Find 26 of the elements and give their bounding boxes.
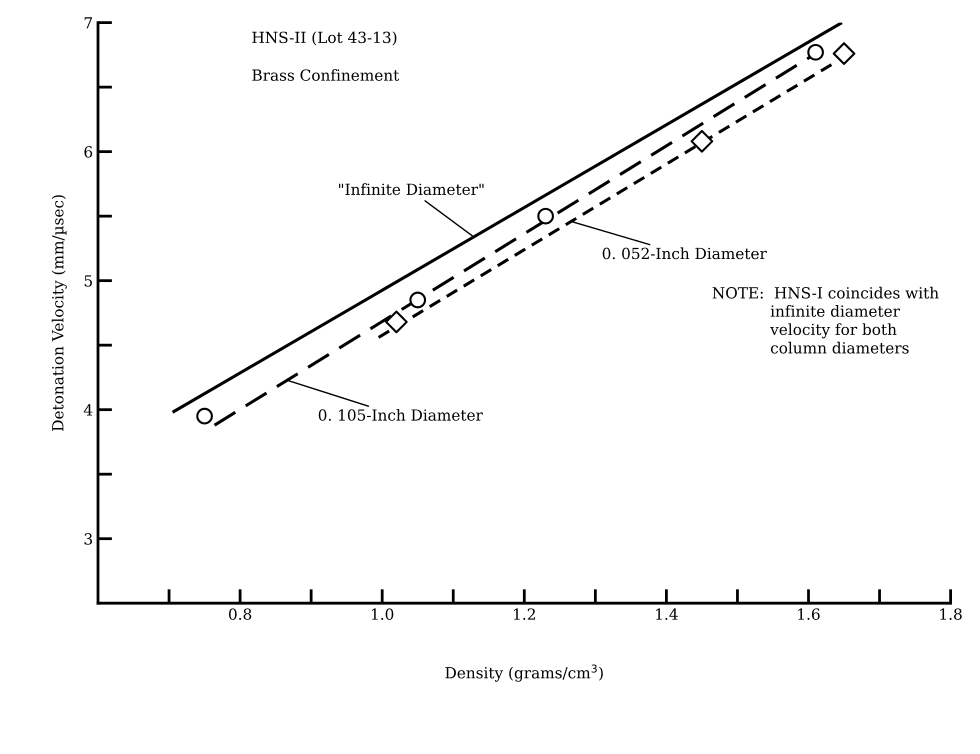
- x-tick-label: 1.2: [514, 608, 535, 620]
- x-tick-label: 1.0: [372, 608, 394, 620]
- text: HNS-II (Lot 43-13): [252, 31, 396, 46]
- x-axis-title: Density (grams/cm$^{3}$): [445, 664, 603, 682]
- point: [409, 292, 426, 308]
- point: [385, 310, 408, 334]
- point: [690, 130, 714, 153]
- y-tick-label: 7: [84, 17, 92, 28]
- annotation: NOTE: HNS-I coincides with infinite diameter velocity for both column diameters: [712, 286, 939, 354]
- point: [807, 44, 824, 61]
- y-tick-label: 5: [84, 275, 92, 287]
- x-tick-label: 1.6: [798, 608, 820, 620]
- x-tick-label: 1.8: [940, 608, 962, 620]
- y-tick-label: 4: [84, 404, 92, 416]
- y-tick-label: 3: [84, 533, 92, 545]
- y-tick-label: 6: [84, 146, 92, 158]
- x-tick-label: 0.8: [228, 608, 252, 620]
- point: [832, 42, 856, 65]
- x-tick-label: 1.4: [656, 608, 678, 620]
- text: Brass Confinement: [252, 69, 400, 81]
- point: [537, 208, 554, 224]
- text: 0. 105-Inch Diameter: [318, 408, 483, 421]
- point: [196, 408, 213, 424]
- y-axis-title: Detonation Velocity (mm/µsec): [52, 195, 67, 431]
- text: "Infinite Diameter": [339, 183, 484, 196]
- text: 0. 052-Inch Diameter: [602, 247, 767, 260]
